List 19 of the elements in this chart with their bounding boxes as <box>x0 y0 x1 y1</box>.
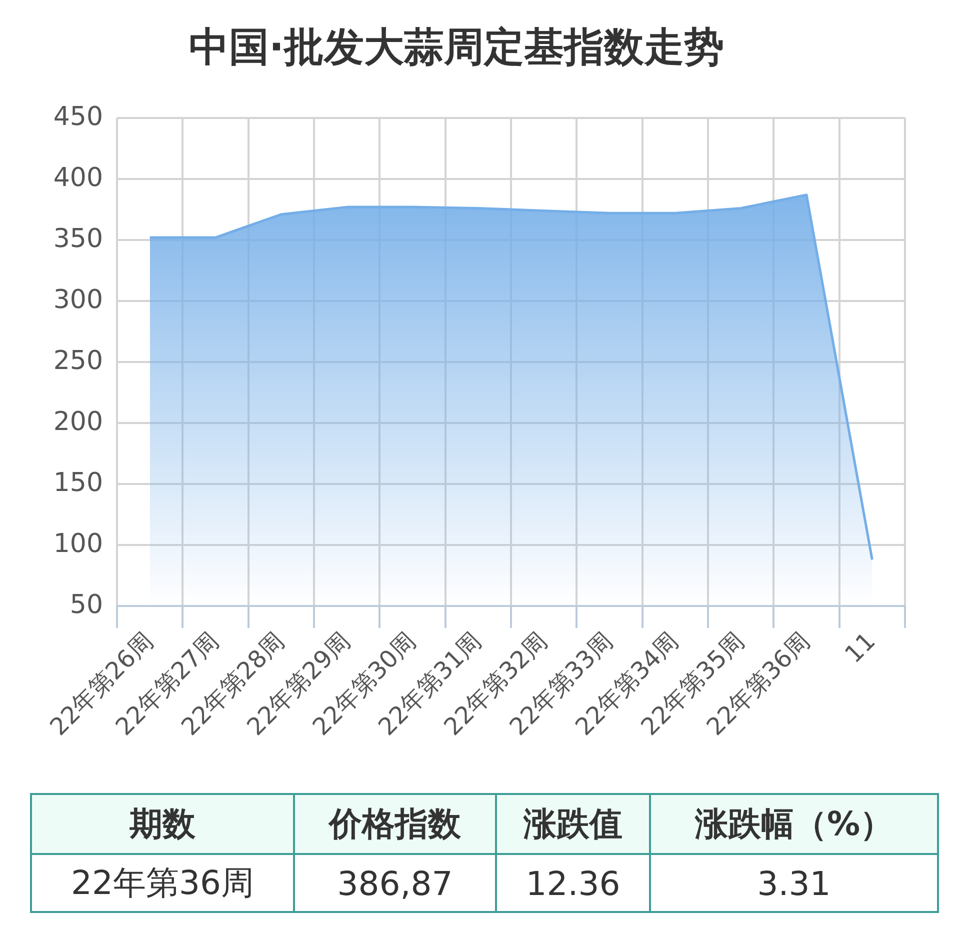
y-tick-label: 150 <box>53 468 103 498</box>
y-tick-label: 450 <box>53 102 103 132</box>
category-label: 涨跌幅（%） <box>650 794 938 854</box>
y-tick-label: 300 <box>53 284 103 315</box>
text: 3.31 <box>650 854 938 912</box>
y-tick-label: 200 <box>53 406 103 437</box>
chart-title: 中国·批发大蒜周定基指数走势 <box>188 24 724 70</box>
y-tick-label: 250 <box>53 346 103 376</box>
text: 12.36 <box>496 854 650 912</box>
category-label: 涨跌值 <box>496 794 650 854</box>
y-tick-label: 50 <box>70 590 103 620</box>
x-tick-label: 11 <box>839 627 881 668</box>
y-tick-label: 350 <box>53 224 103 254</box>
category-label: 价格指数 <box>294 794 496 854</box>
category-label: 期数 <box>31 794 294 854</box>
y-tick-label: 400 <box>53 162 103 193</box>
text: 22年第36周 <box>31 854 294 912</box>
y-tick-label: 100 <box>53 528 103 559</box>
text: 386,87 <box>294 854 496 912</box>
